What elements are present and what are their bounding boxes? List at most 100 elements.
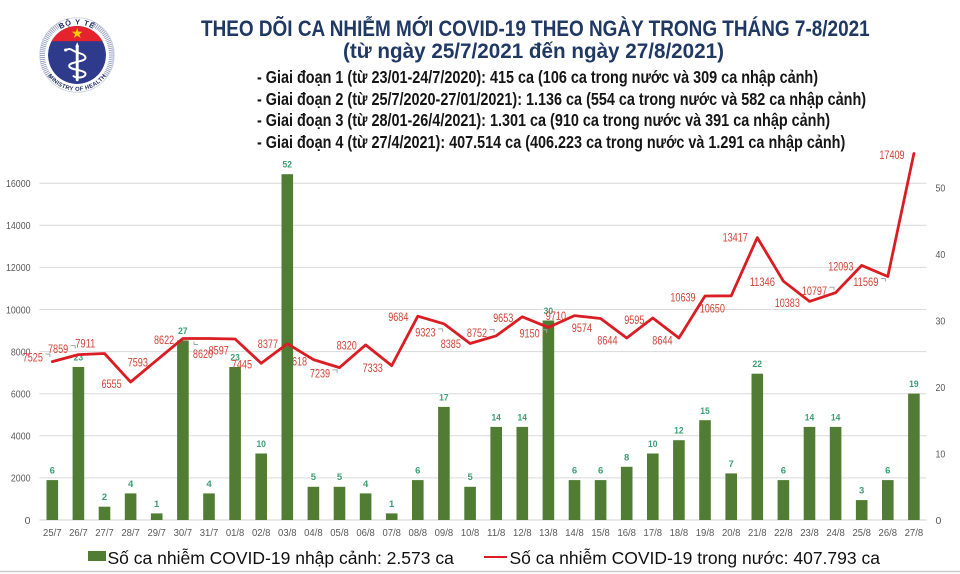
svg-text:17409: 17409 xyxy=(879,150,904,162)
svg-text:15: 15 xyxy=(700,406,710,417)
svg-text:14: 14 xyxy=(491,412,501,423)
svg-text:6: 6 xyxy=(885,466,890,477)
svg-text:4000: 4000 xyxy=(11,431,31,443)
svg-text:7593: 7593 xyxy=(128,357,148,369)
svg-text:7: 7 xyxy=(729,459,734,470)
svg-text:09/8: 09/8 xyxy=(435,528,454,539)
svg-text:8752: 8752 xyxy=(467,328,487,340)
svg-text:50: 50 xyxy=(936,182,946,194)
svg-text:3: 3 xyxy=(859,486,864,497)
svg-text:06/8: 06/8 xyxy=(356,528,375,539)
svg-text:24/8: 24/8 xyxy=(826,528,845,539)
svg-text:15/8: 15/8 xyxy=(591,528,610,539)
svg-text:23/8: 23/8 xyxy=(800,528,819,539)
svg-text:20: 20 xyxy=(936,382,946,394)
svg-text:10797: 10797 xyxy=(802,286,827,298)
svg-text:02/8: 02/8 xyxy=(252,528,271,539)
svg-text:11346: 11346 xyxy=(750,277,775,289)
svg-text:BỘ Y TẾ: BỘ Y TẾ xyxy=(57,17,97,31)
svg-text:25/8: 25/8 xyxy=(852,528,871,539)
svg-text:7445: 7445 xyxy=(232,360,252,372)
svg-text:18/8: 18/8 xyxy=(670,528,689,539)
svg-text:8597: 8597 xyxy=(209,345,229,357)
svg-text:23: 23 xyxy=(230,353,240,364)
svg-text:6: 6 xyxy=(50,466,55,477)
svg-text:26/8: 26/8 xyxy=(879,528,898,539)
svg-text:12: 12 xyxy=(674,426,684,437)
svg-text:14: 14 xyxy=(518,412,528,423)
svg-text:20/8: 20/8 xyxy=(722,528,741,539)
svg-text:17/8: 17/8 xyxy=(644,528,663,539)
svg-text:8385: 8385 xyxy=(441,339,461,351)
svg-text:8000: 8000 xyxy=(11,346,31,358)
svg-text:19/8: 19/8 xyxy=(696,528,715,539)
svg-text:7525: 7525 xyxy=(23,353,43,365)
svg-text:52: 52 xyxy=(283,160,293,171)
svg-text:9323: 9323 xyxy=(415,328,435,340)
svg-text:10: 10 xyxy=(648,439,658,450)
svg-text:01/8: 01/8 xyxy=(226,528,245,539)
svg-text:6: 6 xyxy=(415,466,420,477)
svg-text:11/8: 11/8 xyxy=(487,528,506,539)
svg-text:30: 30 xyxy=(936,315,946,327)
svg-text:7239: 7239 xyxy=(310,369,330,381)
svg-text:13417: 13417 xyxy=(723,233,748,245)
svg-text:6: 6 xyxy=(572,466,577,477)
svg-text:14/8: 14/8 xyxy=(565,528,584,539)
svg-text:6555: 6555 xyxy=(102,379,122,391)
svg-text:31/7: 31/7 xyxy=(200,528,219,539)
svg-text:22: 22 xyxy=(753,359,763,370)
svg-text:11569: 11569 xyxy=(853,277,878,289)
svg-text:17: 17 xyxy=(439,392,449,403)
svg-text:21/8: 21/8 xyxy=(748,528,767,539)
svg-text:2000: 2000 xyxy=(11,473,31,485)
svg-text:5: 5 xyxy=(337,472,343,483)
svg-text:14000: 14000 xyxy=(6,220,31,232)
svg-text:04/8: 04/8 xyxy=(304,528,323,539)
svg-text:27: 27 xyxy=(178,326,188,337)
svg-text:12/8: 12/8 xyxy=(513,528,532,539)
svg-text:4: 4 xyxy=(128,479,134,490)
svg-text:5: 5 xyxy=(311,472,317,483)
svg-text:14: 14 xyxy=(831,412,841,423)
svg-text:7859: 7859 xyxy=(48,344,68,356)
svg-text:40: 40 xyxy=(936,249,946,261)
svg-text:10650: 10650 xyxy=(700,303,725,315)
svg-text:10383: 10383 xyxy=(775,298,800,310)
svg-text:19: 19 xyxy=(909,379,919,390)
svg-text:27/7: 27/7 xyxy=(95,528,114,539)
svg-text:03/8: 03/8 xyxy=(278,528,297,539)
svg-text:30: 30 xyxy=(544,306,554,317)
svg-text:5: 5 xyxy=(467,472,473,483)
svg-text:8644: 8644 xyxy=(652,335,673,347)
svg-text:16000: 16000 xyxy=(6,178,31,190)
svg-text:9684: 9684 xyxy=(388,312,409,324)
svg-text:16/8: 16/8 xyxy=(617,528,636,539)
svg-text:07/8: 07/8 xyxy=(382,528,401,539)
svg-text:9574: 9574 xyxy=(572,323,593,335)
svg-text:10: 10 xyxy=(936,448,946,460)
svg-text:8377: 8377 xyxy=(258,339,278,351)
svg-text:28/7: 28/7 xyxy=(121,528,140,539)
svg-text:27/8: 27/8 xyxy=(905,528,924,539)
svg-text:0: 0 xyxy=(936,515,942,527)
svg-text:29/7: 29/7 xyxy=(147,528,166,539)
svg-text:8620: 8620 xyxy=(193,349,213,361)
svg-text:9653: 9653 xyxy=(493,313,513,325)
svg-text:8644: 8644 xyxy=(597,335,618,347)
svg-text:25/7: 25/7 xyxy=(43,528,62,539)
svg-text:4: 4 xyxy=(363,479,369,490)
svg-text:12000: 12000 xyxy=(6,262,31,274)
svg-text:14: 14 xyxy=(805,412,815,423)
svg-text:8320: 8320 xyxy=(337,340,357,352)
svg-text:2: 2 xyxy=(102,492,107,503)
svg-text:8: 8 xyxy=(624,452,629,463)
svg-text:9595: 9595 xyxy=(624,315,644,327)
svg-text:4: 4 xyxy=(206,479,212,490)
svg-text:7333: 7333 xyxy=(363,363,383,375)
svg-text:9150: 9150 xyxy=(520,328,540,340)
svg-text:22/8: 22/8 xyxy=(774,528,793,539)
svg-text:9710: 9710 xyxy=(546,311,566,323)
svg-text:26/7: 26/7 xyxy=(69,528,88,539)
svg-text:08/8: 08/8 xyxy=(409,528,428,539)
